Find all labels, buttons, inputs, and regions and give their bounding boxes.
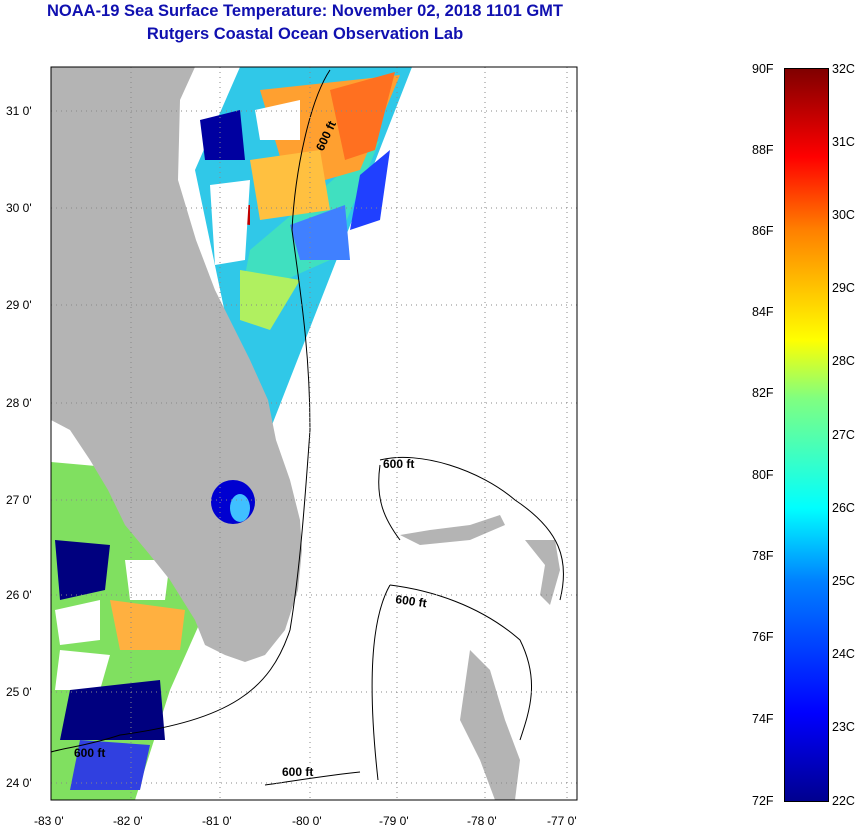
colorbar-c-label: 24C xyxy=(832,647,855,661)
lat-label: 29 0' xyxy=(6,298,32,312)
lat-label: 27 0' xyxy=(6,493,32,507)
colorbar-c-label: 32C xyxy=(832,62,855,76)
contour-label: 600 ft xyxy=(282,765,313,779)
bahamas-land-abaco xyxy=(525,540,560,605)
lon-label: -79 0' xyxy=(379,814,409,828)
colorbar-c-label: 27C xyxy=(832,428,855,442)
contour-label: 600 ft xyxy=(383,457,414,471)
bahamas-land-andros xyxy=(460,650,520,800)
colorbar-c-label: 26C xyxy=(832,501,855,515)
lat-label: 28 0' xyxy=(6,396,32,410)
map-frame xyxy=(50,66,578,801)
map-subtitle: Rutgers Coastal Ocean Observation Lab xyxy=(146,25,464,43)
lon-label: -83 0' xyxy=(34,814,64,828)
depth-contours xyxy=(51,69,565,786)
colorbar-f-label: 74F xyxy=(752,712,774,726)
lon-label: -77 0' xyxy=(547,814,577,828)
colorbar-c-label: 30C xyxy=(832,208,855,222)
temperature-colorbar xyxy=(784,68,829,802)
colorbar-f-label: 80F xyxy=(752,468,774,482)
map-grid xyxy=(51,67,577,800)
colorbar-f-label: 88F xyxy=(752,143,774,157)
colorbar-c-label: 23C xyxy=(832,720,855,734)
lon-label: -81 0' xyxy=(202,814,232,828)
colorbar-c-label: 28C xyxy=(832,354,855,368)
lon-label: -80 0' xyxy=(292,814,322,828)
colorbar-f-label: 90F xyxy=(752,62,774,76)
colorbar-c-label: 31C xyxy=(832,135,855,149)
lat-label: 30 0' xyxy=(6,201,32,215)
sst-swath-north xyxy=(195,67,412,425)
bahamas-land-grand xyxy=(400,515,505,545)
colorbar-c-label: 25C xyxy=(832,574,855,588)
colorbar-f-label: 76F xyxy=(752,630,774,644)
lat-label: 26 0' xyxy=(6,588,32,602)
contour-label: 600 ft xyxy=(74,746,105,760)
contour-label: 600 ft xyxy=(395,592,428,610)
lon-label: -82 0' xyxy=(113,814,143,828)
lat-label: 24 0' xyxy=(6,776,32,790)
colorbar-c-label: 22C xyxy=(832,794,855,808)
colorbar-f-label: 78F xyxy=(752,549,774,563)
colorbar-c-label: 29C xyxy=(832,281,855,295)
colorbar-f-label: 86F xyxy=(752,224,774,238)
colorbar-f-label: 72F xyxy=(752,794,774,808)
lat-label: 31 0' xyxy=(6,104,32,118)
lon-label: -78 0' xyxy=(467,814,497,828)
lat-label: 25 0' xyxy=(6,685,32,699)
colorbar-f-label: 82F xyxy=(752,386,774,400)
colorbar-f-label: 84F xyxy=(752,305,774,319)
map-title: NOAA-19 Sea Surface Temperature: Novembe… xyxy=(46,2,563,20)
